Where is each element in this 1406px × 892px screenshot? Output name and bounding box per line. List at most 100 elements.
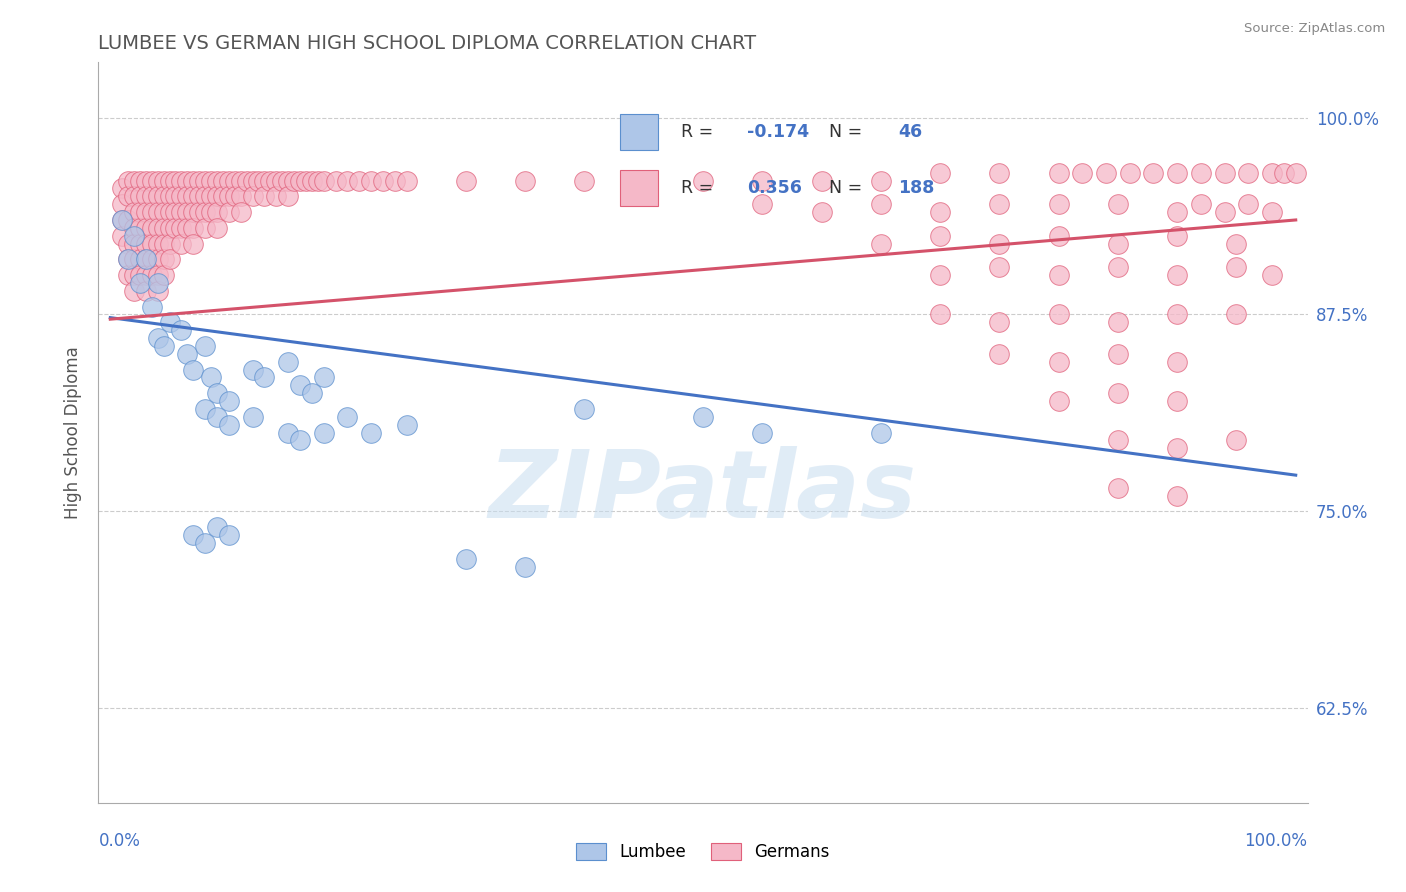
- Point: [253, 189, 276, 203]
- Point: [1272, 166, 1295, 180]
- Point: [122, 284, 145, 298]
- Point: [1166, 268, 1188, 282]
- Point: [247, 173, 270, 187]
- Point: [152, 173, 174, 187]
- Point: [384, 173, 406, 187]
- Point: [633, 173, 655, 187]
- Point: [692, 173, 714, 187]
- Point: [181, 236, 204, 251]
- Point: [205, 520, 228, 534]
- Point: [1261, 268, 1284, 282]
- Point: [159, 252, 181, 267]
- Point: [1095, 166, 1118, 180]
- Point: [1107, 386, 1129, 401]
- Point: [360, 173, 382, 187]
- Point: [176, 205, 198, 219]
- Point: [159, 205, 181, 219]
- Point: [751, 197, 773, 211]
- Point: [117, 252, 139, 267]
- Point: [152, 189, 174, 203]
- Point: [1166, 308, 1188, 322]
- Point: [141, 189, 163, 203]
- Point: [122, 189, 145, 203]
- Point: [205, 220, 228, 235]
- Point: [312, 173, 335, 187]
- Point: [170, 236, 193, 251]
- Point: [181, 220, 204, 235]
- Point: [212, 173, 235, 187]
- Point: [135, 268, 157, 282]
- Point: [259, 173, 281, 187]
- Point: [1225, 236, 1247, 251]
- Point: [454, 173, 477, 187]
- Point: [176, 173, 198, 187]
- Point: [929, 268, 952, 282]
- Point: [277, 189, 299, 203]
- Point: [194, 536, 217, 550]
- Point: [988, 260, 1011, 275]
- Point: [194, 189, 217, 203]
- Point: [1261, 205, 1284, 219]
- Point: [1225, 260, 1247, 275]
- Point: [751, 425, 773, 440]
- Point: [152, 205, 174, 219]
- Point: [159, 236, 181, 251]
- Point: [229, 189, 252, 203]
- Point: [122, 236, 145, 251]
- Text: Source: ZipAtlas.com: Source: ZipAtlas.com: [1244, 22, 1385, 36]
- Point: [122, 252, 145, 267]
- Point: [165, 189, 187, 203]
- Legend: Lumbee, Germans: Lumbee, Germans: [576, 843, 830, 861]
- Point: [810, 205, 832, 219]
- Point: [1071, 166, 1094, 180]
- Point: [129, 189, 152, 203]
- Point: [242, 362, 264, 376]
- Point: [1166, 442, 1188, 456]
- Point: [1166, 394, 1188, 409]
- Point: [111, 213, 134, 227]
- Point: [1107, 236, 1129, 251]
- Point: [1047, 228, 1070, 243]
- Point: [1047, 394, 1070, 409]
- Point: [159, 173, 181, 187]
- Point: [454, 551, 477, 566]
- Point: [170, 189, 193, 203]
- Point: [1047, 308, 1070, 322]
- Text: 100.0%: 100.0%: [1244, 832, 1308, 850]
- Point: [218, 173, 240, 187]
- Point: [810, 173, 832, 187]
- Point: [122, 220, 145, 235]
- Point: [1047, 268, 1070, 282]
- Point: [194, 339, 217, 353]
- Point: [988, 236, 1011, 251]
- Point: [117, 236, 139, 251]
- Point: [176, 220, 198, 235]
- Point: [152, 339, 174, 353]
- Point: [146, 252, 169, 267]
- Point: [395, 417, 418, 432]
- Point: [146, 220, 169, 235]
- Point: [200, 173, 222, 187]
- Point: [253, 173, 276, 187]
- Text: LUMBEE VS GERMAN HIGH SCHOOL DIPLOMA CORRELATION CHART: LUMBEE VS GERMAN HIGH SCHOOL DIPLOMA COR…: [98, 34, 756, 53]
- Point: [141, 268, 163, 282]
- Point: [194, 205, 217, 219]
- Point: [194, 402, 217, 417]
- Point: [111, 181, 134, 195]
- Point: [283, 173, 305, 187]
- Point: [141, 220, 163, 235]
- Point: [395, 173, 418, 187]
- Point: [152, 220, 174, 235]
- Point: [165, 205, 187, 219]
- Point: [1225, 434, 1247, 448]
- Point: [1237, 197, 1260, 211]
- Text: ZIPatlas: ZIPatlas: [489, 446, 917, 538]
- Point: [1213, 205, 1236, 219]
- Point: [242, 189, 264, 203]
- Point: [869, 173, 891, 187]
- Point: [194, 220, 217, 235]
- Point: [253, 370, 276, 384]
- Point: [295, 173, 318, 187]
- Point: [360, 425, 382, 440]
- Point: [1166, 355, 1188, 369]
